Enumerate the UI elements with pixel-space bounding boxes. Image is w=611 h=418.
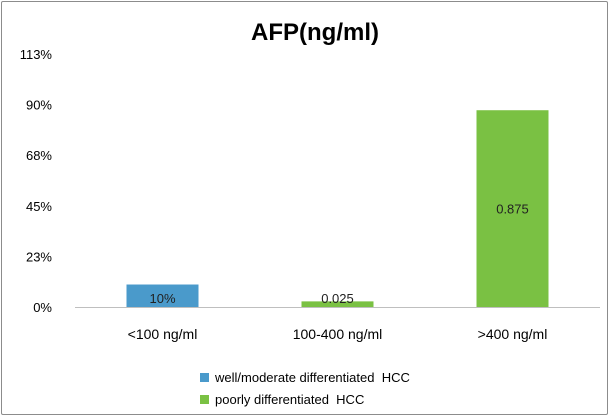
legend: well/moderate differentiated HCC poorly d… [200, 370, 410, 407]
bar [126, 284, 199, 307]
legend-swatch [200, 395, 209, 404]
data-label: 10% [149, 291, 175, 306]
bar [476, 110, 549, 307]
bars: 10% 0.025 0.875 [126, 110, 549, 307]
legend-label: well/moderate differentiated HCC [214, 370, 410, 385]
chart-title: AFP(ng/ml) [251, 19, 379, 46]
y-tick-label: 23% [26, 249, 52, 264]
bar [301, 301, 374, 307]
x-tick-label: 100-400 ng/ml [293, 326, 383, 342]
x-tick-label: <100 ng/ml [128, 326, 198, 342]
x-tick-label: >400 ng/ml [478, 326, 548, 342]
y-axis-ticks: 0% 23% 45% 68% 90% 113% [20, 47, 53, 315]
legend-swatch [200, 373, 209, 382]
y-tick-label: 90% [26, 98, 52, 113]
data-label: 0.875 [496, 202, 529, 217]
data-label: 0.025 [321, 291, 354, 306]
legend-label: poorly differentiated HCC [215, 392, 364, 407]
x-axis-ticks: <100 ng/ml 100-400 ng/ml >400 ng/ml [128, 326, 548, 342]
y-tick-label: 45% [26, 199, 52, 214]
y-tick-label: 68% [26, 148, 52, 163]
y-tick-label: 0% [33, 300, 52, 315]
y-tick-label: 113% [20, 47, 53, 62]
